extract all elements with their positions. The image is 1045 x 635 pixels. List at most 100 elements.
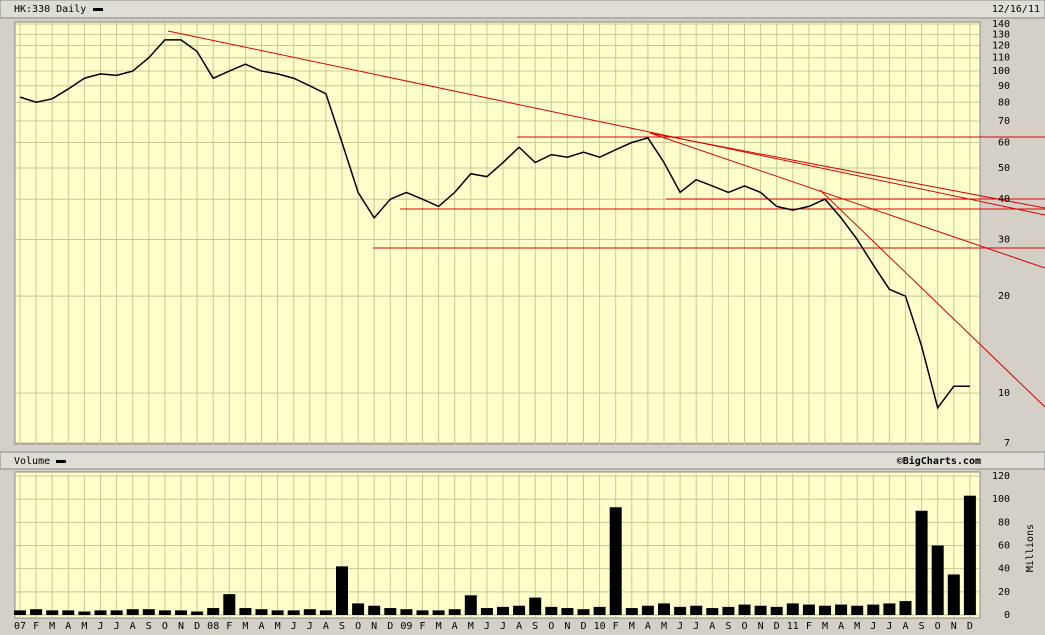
volume-bar <box>754 605 767 615</box>
legend-swatch <box>93 8 103 11</box>
volume-bar <box>46 610 59 615</box>
y-tick-label: 90 <box>998 81 1010 92</box>
x-tick-label: N <box>758 621 764 632</box>
x-tick-label: F <box>806 621 812 632</box>
x-tick-label: F <box>226 621 232 632</box>
volume-bar <box>142 609 155 615</box>
x-tick-label: M <box>275 621 281 632</box>
volume-bar <box>158 610 171 615</box>
volume-bar <box>851 605 864 615</box>
volume-bar <box>690 605 703 615</box>
volume-bar <box>706 608 719 615</box>
volume-bar <box>223 594 236 615</box>
volume-bar <box>545 606 558 615</box>
trend-line <box>819 189 1045 408</box>
volume-bar <box>368 605 381 615</box>
chart-title: HK:330 Daily <box>14 4 86 15</box>
x-tick-label: M <box>436 621 442 632</box>
y-tick-label: 20 <box>998 291 1010 302</box>
x-tick-label: A <box>838 621 844 632</box>
legend-swatch <box>56 460 66 463</box>
volume-bar <box>175 610 187 615</box>
volume-bar <box>255 609 268 615</box>
x-tick-label: D <box>967 621 973 632</box>
x-tick-label: D <box>194 621 200 632</box>
x-tick-label: D <box>774 621 780 632</box>
volume-bar <box>609 507 622 615</box>
volume-bar <box>802 604 815 615</box>
volume-header <box>0 451 1045 470</box>
y-tick-label: 140 <box>992 19 1010 30</box>
y-tick-label: 120 <box>992 471 1010 482</box>
volume-bar <box>432 610 445 615</box>
volume-bar <box>947 574 960 615</box>
volume-bar <box>14 610 26 615</box>
volume-bar <box>819 605 831 615</box>
trend-lines <box>167 30 1045 408</box>
volume-bar <box>658 603 670 615</box>
x-tick-label: J <box>870 621 876 632</box>
x-tick-label: A <box>709 621 715 632</box>
x-tick-label: O <box>355 621 361 632</box>
volume-bar <box>78 611 91 615</box>
x-tick-label: O <box>548 621 554 632</box>
volume-bar <box>94 610 107 615</box>
volume-bar <box>464 595 477 615</box>
volume-bar <box>271 610 284 615</box>
volume-bar <box>529 597 542 615</box>
volume-bar <box>448 609 461 615</box>
y-tick-label: 60 <box>998 541 1010 552</box>
volume-bar <box>62 610 75 615</box>
y-tick-label: 10 <box>998 388 1010 399</box>
y-tick-label: 80 <box>998 97 1010 108</box>
volume-bar <box>931 545 944 615</box>
x-tick-label: F <box>33 621 39 632</box>
x-tick-label: 09 <box>400 621 412 632</box>
x-tick-label: M <box>49 621 55 632</box>
volume-bar <box>336 566 348 615</box>
volume-title: Volume <box>14 456 50 467</box>
y-tick-label: 100 <box>992 66 1010 77</box>
x-tick-label: D <box>387 621 393 632</box>
price-line <box>19 39 970 410</box>
volume-bar <box>593 606 606 615</box>
volume-bar <box>915 510 928 615</box>
trend-line <box>649 132 1045 269</box>
x-tick-label: J <box>97 621 103 632</box>
volume-bar <box>287 610 300 615</box>
volume-bar <box>513 605 526 615</box>
x-tick-label: A <box>645 621 651 632</box>
volume-bar <box>303 609 316 615</box>
x-tick-label: J <box>291 621 297 632</box>
volume-bar <box>126 609 139 615</box>
volume-bar <box>963 495 976 615</box>
x-tick-label: A <box>902 621 908 632</box>
y-tick-label: 60 <box>998 138 1010 149</box>
x-tick-label: 11 <box>787 621 799 632</box>
x-tick-label: O <box>935 621 941 632</box>
volume-bar <box>400 609 413 615</box>
x-tick-label: F <box>419 621 425 632</box>
x-tick-label: M <box>242 621 248 632</box>
x-tick-label: J <box>693 621 699 632</box>
x-tick-label: M <box>81 621 87 632</box>
x-tick-label: J <box>484 621 490 632</box>
x-tick-label: O <box>741 621 747 632</box>
volume-bar <box>191 611 204 615</box>
volume-bar <box>577 609 590 615</box>
x-tick-label: A <box>452 621 458 632</box>
x-tick-label: O <box>162 621 168 632</box>
y-tick-label: 80 <box>998 517 1010 528</box>
volume-bar <box>416 610 429 615</box>
price-panel <box>14 21 981 445</box>
volume-bar <box>867 604 880 615</box>
x-tick-label: S <box>532 621 538 632</box>
x-tick-label: M <box>468 621 474 632</box>
volume-bar <box>561 608 574 615</box>
y-tick-label: 70 <box>998 116 1010 127</box>
x-tick-label: M <box>661 621 667 632</box>
x-tick-label: N <box>178 621 184 632</box>
y-tick-label: 0 <box>1004 610 1010 621</box>
y-tick-label: 130 <box>992 29 1010 40</box>
